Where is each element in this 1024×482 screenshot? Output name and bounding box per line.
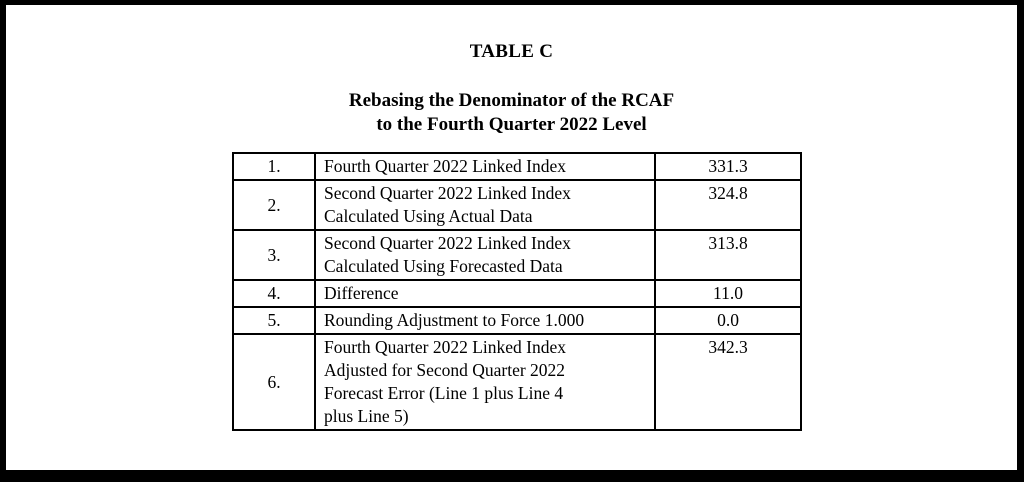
row-value: 11.0 [654,279,802,308]
table-row: 6. Fourth Quarter 2022 Linked Index Adju… [232,333,802,431]
table-row: 1. Fourth Quarter 2022 Linked Index 331.… [232,152,802,181]
row-value: 331.3 [654,152,802,181]
row-value: 342.3 [654,333,802,431]
row-number: 1. [232,152,316,181]
row-value: 313.8 [654,229,802,281]
row-description: Second Quarter 2022 Linked Index Calcula… [314,229,656,281]
row-value: 324.8 [654,179,802,231]
row-description: Fourth Quarter 2022 Linked Index [314,152,656,181]
table-title: TABLE C [469,41,554,62]
row-value: 0.0 [654,306,802,335]
table-row: 2. Second Quarter 2022 Linked Index Calc… [232,179,802,231]
row-number: 6. [232,333,316,431]
row-number: 5. [232,306,316,335]
rcaf-rebasing-table: 1. Fourth Quarter 2022 Linked Index 331.… [232,152,802,431]
row-description: Fourth Quarter 2022 Linked Index Adjuste… [314,333,656,431]
row-number: 2. [232,179,316,231]
row-number: 4. [232,279,316,308]
row-description: Rounding Adjustment to Force 1.000 [314,306,656,335]
row-description: Second Quarter 2022 Linked Index Calcula… [314,179,656,231]
row-description: Difference [314,279,656,308]
table-row: 4. Difference 11.0 [232,279,802,308]
table-subtitle: Rebasing the Denominator of the RCAF to … [348,90,675,135]
table-row: 3. Second Quarter 2022 Linked Index Calc… [232,229,802,281]
table-row: 5. Rounding Adjustment to Force 1.000 0.… [232,306,802,335]
row-number: 3. [232,229,316,281]
